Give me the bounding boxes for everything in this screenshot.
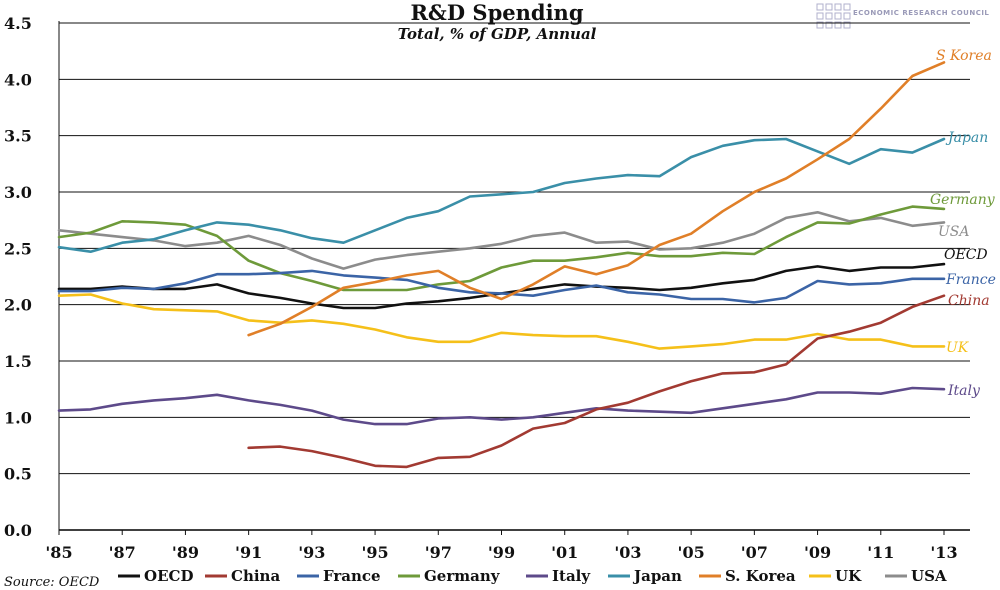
chart-subtitle: Total, % of GDP, Annual (398, 25, 597, 43)
x-tick-label: '13 (930, 543, 957, 562)
end-label: UK (946, 340, 970, 356)
series-line-germany (57, 205, 946, 292)
x-tick-label: '03 (614, 543, 641, 562)
brand-square (816, 21, 824, 29)
legend: OECD China France Germany Italy Japan S. Korea… (118, 567, 947, 585)
y-tick-label: 3.5 (4, 127, 32, 146)
end-label: OECD (944, 247, 988, 263)
y-tick-label: 0.5 (4, 465, 32, 484)
x-tick-label: '07 (741, 543, 768, 562)
end-label: Italy (947, 383, 981, 399)
y-tick-label: 2.0 (4, 296, 32, 315)
brand-square (843, 21, 851, 29)
series-line-italy (57, 386, 946, 426)
x-tick-label: '89 (172, 543, 199, 562)
end-label: S Korea (936, 48, 992, 64)
end-label: Japan (945, 130, 988, 146)
y-tick-label: 4.0 (4, 70, 32, 89)
source-note: Source: OECD (4, 575, 100, 590)
legend-label: USA (911, 567, 947, 585)
end-label: China (948, 293, 990, 309)
y-tick-label: 0.0 (4, 521, 32, 540)
brand-square (834, 3, 842, 11)
legend-label: Japan (632, 567, 682, 585)
brand-square (834, 12, 842, 20)
x-tick-label: '11 (867, 543, 894, 562)
brand-square (834, 21, 842, 29)
y-axis-ticks: 0.0 0.5 1.0 1.5 2.0 2.5 3.0 3.5 4.0 4.5 (4, 14, 32, 540)
x-tick-label: '87 (109, 543, 136, 562)
brand-square (825, 12, 833, 20)
brand-square (825, 3, 833, 11)
x-axis-ticks: '85 '87 '89 '91 '93 '95 '97 '99 '01 '03 '05 '07 '09 '… (45, 530, 958, 562)
legend-label: OECD (144, 567, 193, 585)
x-tick-label: '09 (804, 543, 831, 562)
legend-label: S. Korea (725, 567, 796, 585)
x-tick-label: '97 (425, 543, 452, 562)
x-tick-label: '99 (488, 543, 515, 562)
x-tick-label: '91 (235, 543, 262, 562)
series-line-france (57, 269, 946, 304)
brand-square (816, 12, 824, 20)
series-line-china (247, 294, 946, 469)
end-label: USA (938, 224, 970, 240)
x-tick-label: '95 (361, 543, 388, 562)
series-line-oecd (57, 262, 946, 310)
y-tick-label: 4.5 (4, 14, 32, 33)
brand-square (825, 21, 833, 29)
brand-square (843, 3, 851, 11)
legend-label: UK (835, 567, 862, 585)
x-tick-label: '93 (298, 543, 325, 562)
brand-square (843, 12, 851, 20)
series-line-s-korea (247, 61, 946, 337)
brand-square (816, 3, 824, 11)
end-label: Germany (930, 192, 996, 208)
series-end-labels: OECD China France Germany Italy Japan S Korea U… (930, 48, 996, 399)
legend-label: Germany (424, 567, 501, 585)
brand-logo (816, 3, 851, 29)
y-tick-label: 3.0 (4, 183, 32, 202)
series-line-uk (57, 293, 946, 350)
y-tick-label: 1.0 (4, 408, 32, 427)
legend-label: France (323, 567, 381, 585)
legend-label: China (231, 567, 280, 585)
x-tick-label: '85 (45, 543, 72, 562)
chart-title: R&D Spending (410, 0, 583, 25)
series-line-japan (57, 137, 946, 253)
x-tick-label: '01 (551, 543, 578, 562)
series-line-usa (57, 211, 946, 270)
gridlines (58, 21, 970, 531)
y-tick-label: 1.5 (4, 352, 32, 371)
series-lines (57, 61, 946, 469)
y-tick-label: 2.5 (4, 239, 32, 258)
x-tick-label: '05 (678, 543, 705, 562)
end-label: France (945, 272, 996, 288)
legend-label: Italy (552, 567, 591, 585)
brand-name: ECONOMIC RESEARCH COUNCIL (853, 9, 989, 17)
